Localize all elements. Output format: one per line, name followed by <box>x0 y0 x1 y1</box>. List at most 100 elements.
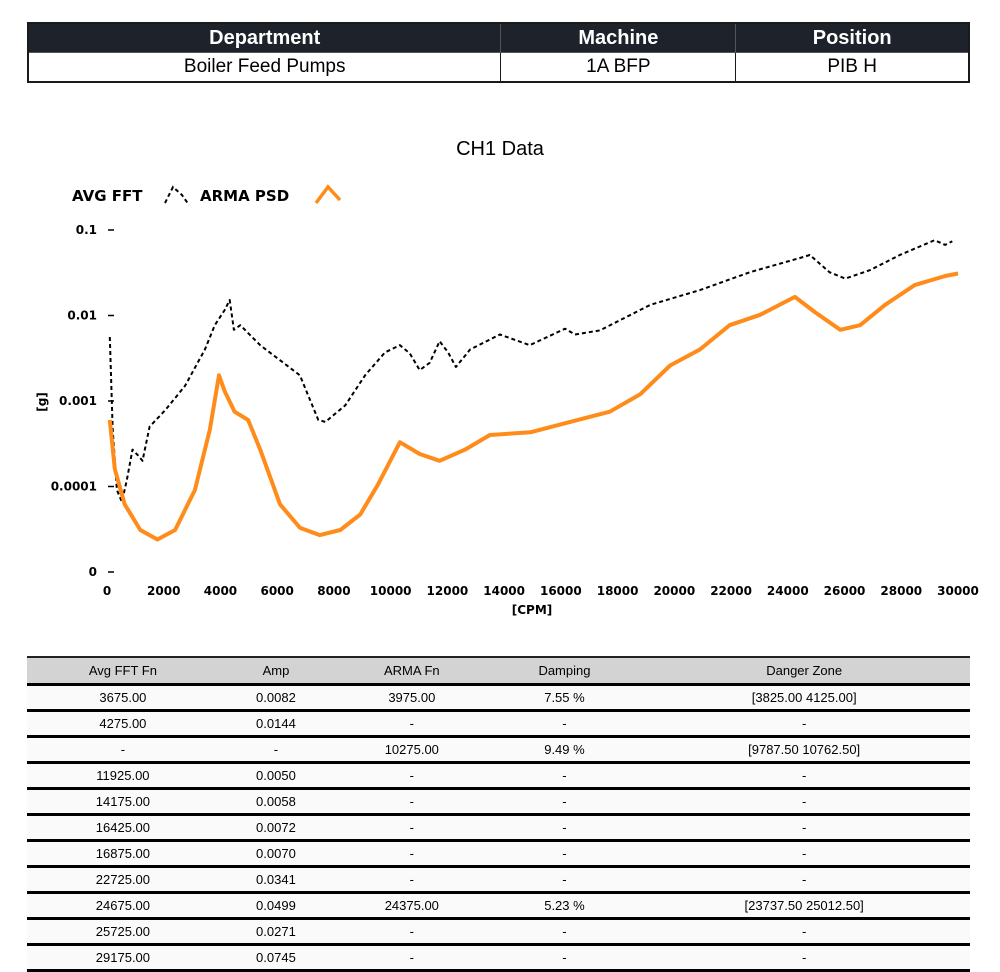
table-cell: - <box>333 866 491 894</box>
table-cell: - <box>333 788 491 816</box>
table-cell: - <box>333 710 491 738</box>
table-cell: - <box>638 710 970 738</box>
table-cell: - <box>638 840 970 868</box>
table-cell: 25725.00 <box>27 918 219 946</box>
department-header: Department <box>27 22 502 53</box>
x-tick-label: 10000 <box>370 584 412 598</box>
table-cell: 16425.00 <box>27 814 219 842</box>
column-header: Avg FFT Fn <box>27 656 219 686</box>
info-table: Department Machine Position Boiler Feed … <box>27 22 970 83</box>
table-cell: 24675.00 <box>27 892 219 920</box>
machine-value: 1A BFP <box>500 52 737 83</box>
x-tick-label: 22000 <box>710 584 752 598</box>
table-cell: - <box>490 944 639 972</box>
x-tick-label: 18000 <box>597 584 639 598</box>
info-header-row: Department Machine Position <box>27 22 970 53</box>
y-axis-label: [g] <box>35 392 49 412</box>
y-tick-label: 0.001 <box>59 394 97 408</box>
x-tick-label: 4000 <box>204 584 237 598</box>
table-cell: 9.49 % <box>490 736 639 764</box>
x-tick-label: 0 <box>103 584 111 598</box>
column-header: Amp <box>218 656 334 686</box>
table-cell: - <box>638 814 970 842</box>
x-tick-label: 24000 <box>767 584 809 598</box>
x-axis-label: [CPM] <box>512 603 553 617</box>
table-cell: 0.0050 <box>218 762 334 790</box>
table-row: 4275.00 0.0144- - - <box>27 710 970 738</box>
table-cell: - <box>490 840 639 868</box>
table-cell: 16875.00 <box>27 840 219 868</box>
table-cell: - <box>638 944 970 972</box>
x-tick-label: 6000 <box>260 584 293 598</box>
chart: 0 0.0001 0.001 0.01 0.1 0 2000 4000 6000 8000 1000… <box>35 184 979 617</box>
x-tick-label: 2000 <box>147 584 180 598</box>
table-cell: 7.55 % <box>490 684 639 712</box>
table-cell: 3675.00 <box>27 684 219 712</box>
table-row: 29175.00 0.0745- - - <box>27 944 970 972</box>
table-cell: 0.0499 <box>218 892 334 920</box>
table-cell: 10275.00 <box>333 736 491 764</box>
x-tick-label: 30000 <box>937 584 979 598</box>
arma-psd-line <box>107 271 959 542</box>
x-tick-label: 20000 <box>653 584 695 598</box>
table-row: 14175.00 0.0058- - - <box>27 788 970 816</box>
table-cell: 0.0144 <box>218 710 334 738</box>
table-cell: - <box>490 866 639 894</box>
machine-header: Machine <box>500 22 737 53</box>
x-tick-label: 28000 <box>880 584 922 598</box>
legend-label-avg-fft: AVG FFT <box>72 187 143 205</box>
y-tick-label: 0.0001 <box>51 480 97 494</box>
y-tick-label: 0 <box>89 565 97 579</box>
legend-label-arma-psd: ARMA PSD <box>200 187 289 205</box>
legend-swatch-arma-psd <box>314 184 342 205</box>
legend-swatch-avg-fft <box>164 185 190 206</box>
table-row: 25725.00 0.0271- - - <box>27 918 970 946</box>
table-row: 16425.00 0.0072- - - <box>27 814 970 842</box>
table-cell: - <box>27 736 219 764</box>
table-cell: 0.0058 <box>218 788 334 816</box>
table-cell: - <box>490 710 639 738</box>
table-row: 22725.00 0.0341- - - <box>27 866 970 894</box>
position-value: PIB H <box>735 52 970 83</box>
x-tick-label: 12000 <box>427 584 469 598</box>
y-tick-label: 0.1 <box>76 223 97 237</box>
department-value: Boiler Feed Pumps <box>27 52 502 83</box>
table-cell: 0.0745 <box>218 944 334 972</box>
table-cell: 22725.00 <box>27 866 219 894</box>
table-row: 3675.00 0.0082 3975.00 7.55 % [3825.00 4125.… <box>27 684 970 712</box>
x-tick-label: 16000 <box>540 584 582 598</box>
x-tick-label: 14000 <box>483 584 525 598</box>
position-header: Position <box>735 22 970 53</box>
table-cell: - <box>333 814 491 842</box>
table-cell: - <box>333 762 491 790</box>
x-tick-label: 8000 <box>317 584 350 598</box>
table-cell: - <box>490 788 639 816</box>
table-row: - -10275.00 9.49 % [9787.50 10762.50] <box>27 736 970 764</box>
table-cell: 29175.00 <box>27 944 219 972</box>
info-value-row: Boiler Feed Pumps 1A BFP PIB H <box>27 52 970 83</box>
table-cell: - <box>218 736 334 764</box>
table-cell: - <box>490 762 639 790</box>
table-cell: - <box>638 762 970 790</box>
table-cell: [3825.00 4125.00] <box>638 684 970 712</box>
table-cell: - <box>638 866 970 894</box>
avg-fft-line <box>108 239 953 503</box>
column-header: Damping <box>490 656 639 686</box>
table-cell: 4275.00 <box>27 710 219 738</box>
peaks-table: Avg FFT Fn Amp ARMA Fn Damping Danger Zone 3… <box>27 656 970 972</box>
table-cell: 0.0070 <box>218 840 334 868</box>
table-cell: - <box>490 918 639 946</box>
table-cell: - <box>638 918 970 946</box>
table-cell: 0.0271 <box>218 918 334 946</box>
table-cell: 5.23 % <box>490 892 639 920</box>
table-cell: [23737.50 25012.50] <box>638 892 970 920</box>
table-cell: 3975.00 <box>333 684 491 712</box>
table-cell: 14175.00 <box>27 788 219 816</box>
table-row: 11925.00 0.0050- - - <box>27 762 970 790</box>
table-cell: 11925.00 <box>27 762 219 790</box>
x-tick-label: 26000 <box>824 584 866 598</box>
peaks-header-row: Avg FFT Fn Amp ARMA Fn Damping Danger Zone <box>27 656 970 686</box>
table-cell: [9787.50 10762.50] <box>638 736 970 764</box>
chart-title: CH1 Data <box>456 138 544 160</box>
table-cell: 0.0341 <box>218 866 334 894</box>
